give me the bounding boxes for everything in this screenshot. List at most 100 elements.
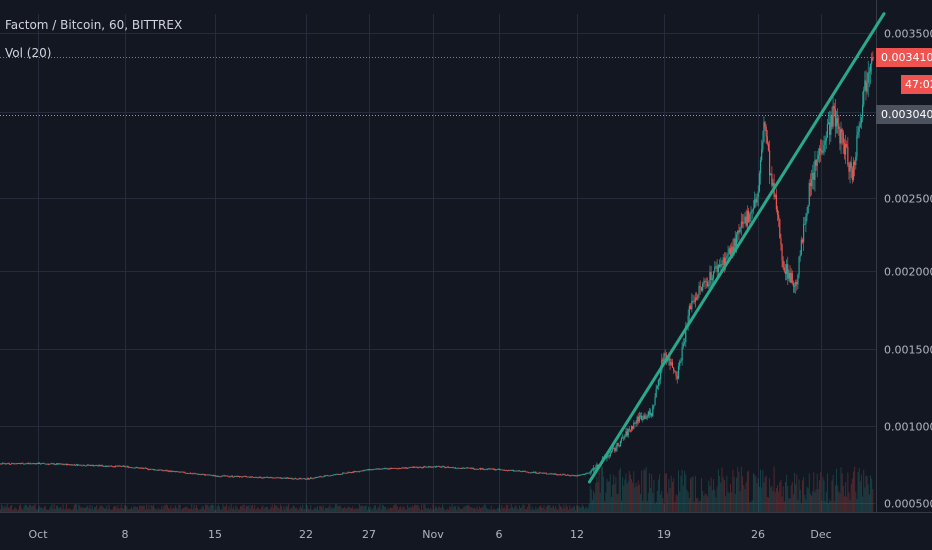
candle-body (809, 182, 812, 186)
volume-bar (126, 506, 128, 512)
candle-body (49, 463, 51, 465)
candle-body (277, 477, 279, 479)
candle-body (349, 472, 351, 473)
candle-body (11, 463, 13, 465)
volume-bar (489, 509, 491, 512)
candle-body (228, 476, 230, 478)
symbol-title[interactable]: Factom / Bitcoin, 60, BITTREX (5, 18, 183, 32)
candle-body (505, 470, 508, 471)
volume-bar (711, 490, 713, 512)
price-axis[interactable]: 0.003500000.002500000.002000000.00150000… (884, 28, 932, 511)
volume-bar (447, 509, 449, 512)
candle-body (384, 468, 386, 470)
time-tick-label: 27 (362, 528, 376, 541)
candle-body (653, 405, 655, 406)
volume-bar (388, 509, 390, 512)
volume-bar (393, 505, 395, 512)
candle-body (402, 467, 404, 469)
volume-bar (765, 475, 767, 512)
volume-bar (495, 509, 497, 512)
volume-bar (539, 505, 541, 512)
volume-bar (257, 506, 259, 512)
candle-body (478, 468, 480, 470)
candle-body (548, 473, 550, 475)
volume-bar (173, 508, 175, 512)
volume-bar (93, 507, 95, 512)
volume-bar (238, 509, 240, 512)
volume-bar (488, 508, 490, 512)
volume-bar (835, 468, 837, 512)
candle-body (722, 257, 724, 265)
volume-bar (778, 491, 780, 512)
candle-body (111, 466, 113, 468)
candle-body (85, 465, 88, 467)
candle-body (216, 475, 218, 477)
candle-body (508, 470, 510, 472)
volume-bar (51, 504, 53, 512)
candle-body (0, 463, 3, 465)
candle-body (356, 471, 358, 473)
candle-body (638, 415, 640, 422)
candle-body (234, 475, 236, 477)
candle-body (250, 476, 252, 478)
candle-body (21, 463, 23, 464)
volume-bar (193, 504, 195, 512)
candle-body (563, 474, 565, 475)
volume-bar (227, 509, 229, 512)
candle-body (31, 463, 33, 465)
volume-bar (847, 472, 849, 512)
candle-body (183, 471, 185, 473)
candle-body (829, 122, 831, 135)
time-axis[interactable]: Oct 8 15 22 27 Nov 6 12 19 26 Dec (28, 528, 831, 541)
candle-body (121, 465, 123, 467)
volume-bar (858, 468, 860, 512)
volume-bar (114, 505, 116, 512)
candle-body (264, 477, 266, 478)
candle-body (727, 253, 729, 257)
volume-bar (379, 504, 381, 512)
volume-bar (871, 478, 873, 512)
candle-body (779, 219, 781, 239)
candle-body (30, 463, 32, 465)
volume-bar (154, 507, 156, 512)
volume-bar (786, 474, 788, 512)
candle-body (388, 468, 390, 470)
candle-body (166, 470, 169, 472)
candle-body (69, 464, 71, 466)
volume-bar (313, 508, 315, 512)
candle-body (198, 474, 200, 475)
candle-body (709, 272, 711, 285)
candle-body (696, 297, 698, 300)
candle-body (284, 477, 286, 479)
volume-bar (223, 506, 225, 512)
volume-bar (43, 506, 45, 512)
candle-body (221, 475, 223, 477)
volume-bar (164, 505, 166, 512)
volume-bar (62, 504, 64, 512)
candle-body (737, 230, 739, 235)
candle-body (711, 278, 713, 281)
volume-bar (453, 505, 455, 512)
volume-bar (487, 509, 489, 512)
candle-body (143, 467, 145, 469)
candle-body (657, 380, 660, 386)
countdown-value: 47:02 (905, 78, 932, 91)
candle-body (606, 456, 608, 459)
candle-body (240, 476, 242, 478)
volume-bar (12, 509, 14, 512)
volume-bar (194, 507, 196, 512)
volume-bar (848, 492, 850, 512)
volume-bar (370, 506, 372, 512)
candle-body (715, 266, 717, 267)
volume-bar (850, 483, 852, 512)
candle-body (647, 411, 649, 417)
volume-bar (18, 505, 20, 512)
volume-bar (240, 505, 242, 512)
volume-indicator-label[interactable]: Vol (20) (5, 46, 52, 60)
volume-bar (476, 506, 478, 512)
candle-body (550, 473, 552, 475)
volume-bar (288, 504, 290, 512)
volume-bar (120, 504, 122, 512)
